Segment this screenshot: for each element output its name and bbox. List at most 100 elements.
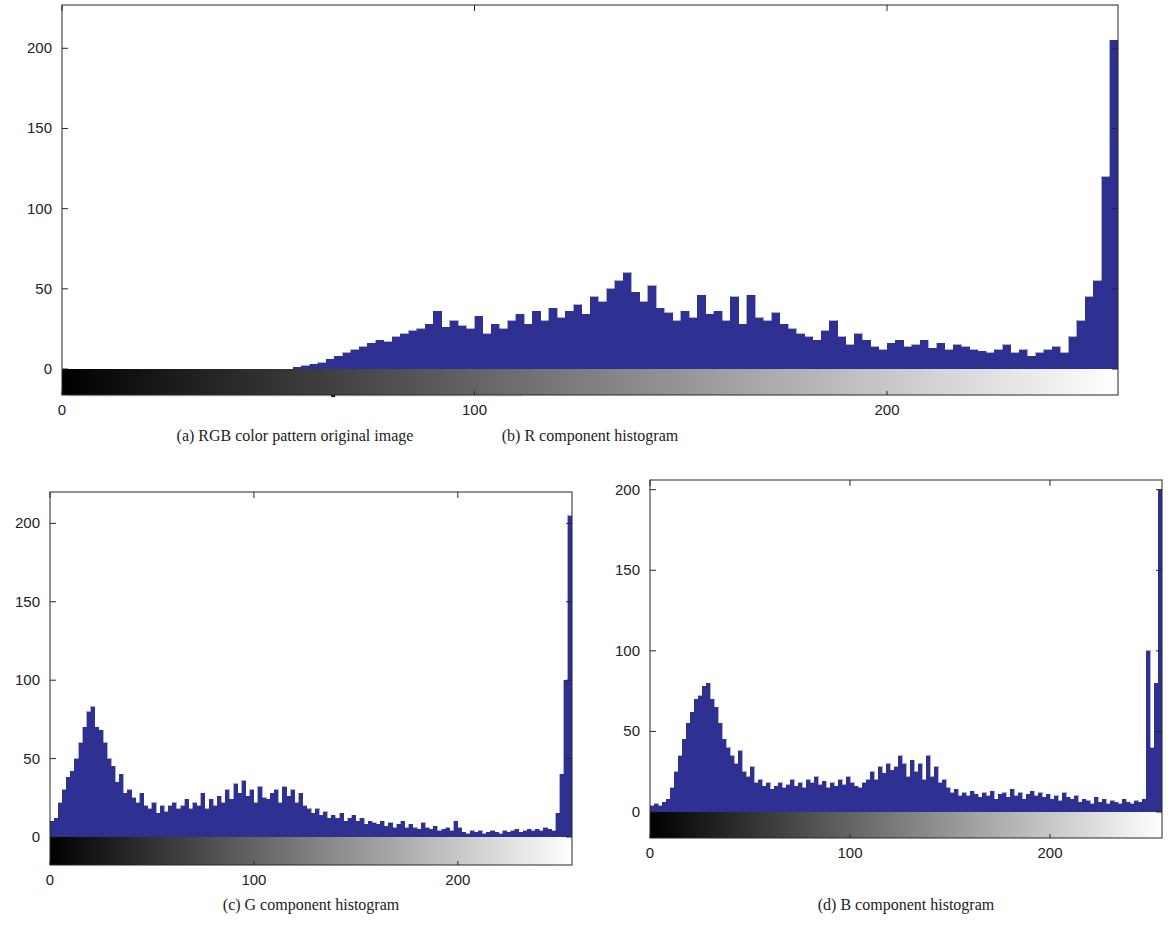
histogram-bar (912, 345, 920, 369)
histogram-bar (79, 743, 83, 837)
histogram-bar (282, 787, 286, 837)
histogram-bar (954, 789, 958, 812)
bars (293, 40, 1118, 369)
histogram-bar (902, 764, 906, 812)
histogram-bar (291, 790, 295, 837)
histogram-bar (1050, 799, 1054, 812)
histogram-bar (986, 796, 990, 812)
histogram-bar (307, 809, 311, 837)
histogram-bar (287, 796, 291, 837)
histogram-bar (186, 369, 194, 370)
histogram-bar (348, 818, 352, 837)
y-tick (1156, 731, 1162, 732)
histogram-bar (958, 796, 962, 812)
histogram-bar (327, 818, 331, 837)
histogram-bar (145, 369, 153, 370)
x-tick (887, 5, 888, 11)
histogram-bar (164, 812, 168, 837)
histogram-bar (674, 772, 678, 812)
histogram-bar (871, 347, 879, 369)
histogram-bar (466, 329, 474, 369)
histogram-bar (806, 780, 810, 812)
histogram-bar (310, 364, 318, 369)
histogram-bar (323, 812, 327, 837)
histogram-bar (790, 780, 794, 812)
y-tick-label: 100 (27, 200, 52, 217)
y-tick (650, 489, 656, 490)
histogram-bar (706, 314, 714, 369)
histogram-bar (238, 793, 242, 837)
histogram-bar (507, 832, 511, 837)
x-tick-label: 100 (837, 844, 862, 861)
histogram-bar (372, 823, 376, 837)
histogram-bar (409, 824, 413, 837)
histogram-bar (1036, 353, 1044, 369)
histogram-bar (1146, 651, 1150, 812)
histogram-bar (1038, 793, 1042, 812)
x-tick (850, 834, 851, 838)
histogram-bar (213, 806, 217, 837)
y-tick (566, 523, 572, 524)
histogram-bar (780, 324, 788, 369)
histogram-bar (123, 793, 127, 837)
histogram-bar (866, 780, 870, 812)
histogram-bar (409, 331, 417, 369)
histogram-bar (367, 343, 375, 369)
histogram-bar (219, 369, 227, 370)
histogram-bar (754, 783, 758, 812)
histogram-bar (516, 314, 524, 369)
y-tick (1112, 48, 1118, 49)
histogram-bar (1093, 281, 1101, 369)
histogram-bar (258, 787, 262, 837)
histogram-bar (556, 813, 560, 837)
histogram-bar (193, 803, 197, 838)
y-tick (62, 48, 68, 49)
histogram-bar (770, 789, 774, 812)
histogram-bar (478, 831, 482, 837)
histogram-bar (623, 273, 631, 369)
histogram-bar (986, 353, 994, 369)
histogram-bar (682, 739, 686, 812)
x-tick (50, 861, 51, 865)
histogram-bar (161, 369, 169, 370)
histogram-bar (1142, 799, 1146, 812)
histogram-bar (998, 794, 1002, 812)
histogram-bar (401, 821, 405, 837)
plot-background (50, 492, 572, 865)
histogram-bar (433, 311, 441, 369)
y-tick (566, 837, 572, 838)
y-tick-label: 100 (615, 642, 640, 659)
x-tick (650, 480, 651, 486)
histogram-bar (706, 683, 710, 812)
histogram-bar (1030, 791, 1034, 812)
histogram-bar (798, 783, 802, 812)
histogram-bar (658, 806, 662, 812)
histogram-bar (805, 337, 813, 369)
histogram-bar (1027, 356, 1035, 369)
histogram-bar (945, 350, 953, 369)
x-tick-label: 200 (1037, 844, 1062, 861)
histogram-bar (54, 818, 58, 837)
histogram-bar (344, 821, 348, 837)
histogram-bar (994, 350, 1002, 369)
histogram-bar (482, 834, 486, 837)
histogram-bar (1019, 350, 1027, 369)
x-tick-label: 100 (462, 401, 487, 418)
y-tick (650, 731, 656, 732)
histogram-bar (962, 793, 966, 812)
histogram-bar (295, 803, 299, 838)
histogram-bar (303, 806, 307, 837)
histogram-bar (1074, 796, 1078, 812)
histogram-bar (565, 311, 573, 369)
histogram-bar (490, 831, 494, 837)
histogram-bar (254, 803, 258, 838)
histogram-bar (906, 777, 910, 812)
histogram-bar (474, 832, 478, 837)
histogram-bar (351, 350, 359, 369)
histogram-bar (858, 788, 862, 812)
y-tick (650, 812, 656, 813)
histogram-bar (778, 783, 782, 812)
histogram-bar (738, 751, 742, 812)
histogram-bar (83, 727, 87, 837)
y-tick (1112, 208, 1118, 209)
